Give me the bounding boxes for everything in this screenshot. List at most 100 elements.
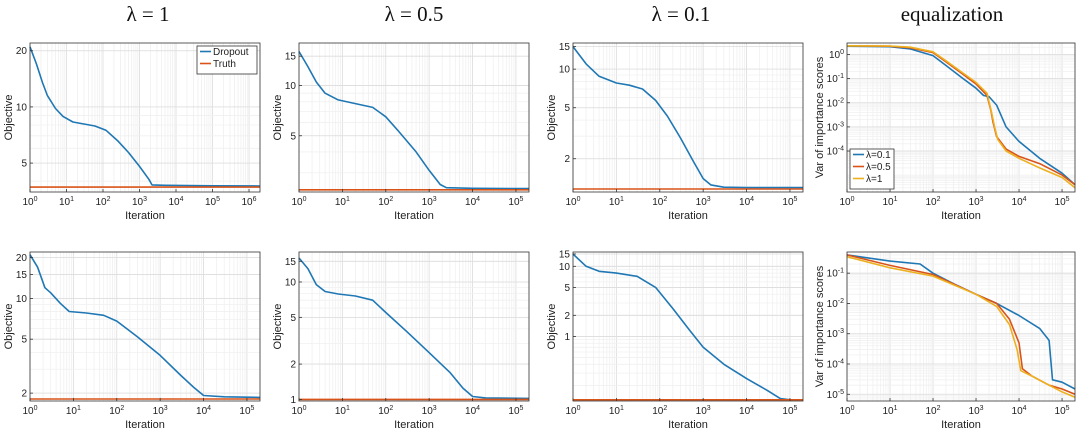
x-tick-label: 101 — [882, 196, 897, 208]
x-tick-label: 105 — [782, 405, 797, 417]
y-tick-label: 5 — [564, 283, 570, 294]
x-tick-label: 103 — [969, 196, 984, 208]
x-tick-label: 105 — [508, 405, 523, 417]
x-tick-label: 103 — [132, 196, 147, 208]
axes-frame — [572, 251, 804, 402]
y-tick-label: 1 — [564, 332, 570, 343]
y-axis-label: Var of importance scores — [814, 265, 826, 387]
y-tick-label: 100 — [829, 49, 844, 61]
y-tick-label: 10-2 — [827, 298, 844, 310]
x-axis-label: Iteration — [125, 210, 165, 222]
chart-6: 100 101 102 103 104 105 1 2 5 10 15 Iteration Object… — [272, 251, 530, 431]
y-tick-label: 2 — [290, 360, 296, 371]
x-tick-label: 102 — [652, 196, 667, 208]
x-tick-label: 101 — [335, 405, 350, 417]
x-axis-label: Iteration — [668, 210, 708, 222]
series-line-Dropout — [29, 254, 261, 399]
y-axis-label: Objective — [272, 304, 284, 350]
chart-1: 100 101 102 103 104 105 106 5 10 20 Iteration Objec… — [3, 42, 261, 222]
y-tick-label: 2 — [564, 154, 570, 165]
axes-frame — [298, 251, 530, 402]
y-tick-label: 5 — [290, 131, 296, 142]
x-tick-label: 105 — [782, 196, 797, 208]
y-tick-label: 1 — [290, 395, 296, 406]
x-tick-label: 100 — [22, 196, 37, 208]
y-tick-label: 10 — [285, 81, 297, 92]
column-title-equalization: equalization — [900, 2, 1004, 26]
y-tick-label: 5 — [564, 103, 570, 114]
x-tick-label: 105 — [205, 196, 220, 208]
x-tick-label: 100 — [565, 405, 580, 417]
x-tick-label: 105 — [508, 196, 523, 208]
y-tick-label: 5 — [21, 159, 27, 170]
x-tick-label: 103 — [969, 405, 984, 417]
column-title-lambda-1: λ = 1 — [126, 2, 170, 26]
x-tick-label: 100 — [565, 196, 580, 208]
y-axis-label: Var of importance scores — [814, 56, 826, 178]
x-tick-label: 105 — [1055, 405, 1070, 417]
series-line-Dropout — [298, 257, 530, 400]
y-tick-label: 10 — [16, 102, 28, 113]
legend-label: λ=0.1 — [866, 150, 891, 161]
x-tick-label: 101 — [335, 196, 350, 208]
x-tick-label: 102 — [926, 405, 941, 417]
x-tick-label: 103 — [422, 196, 437, 208]
plot-area — [573, 43, 803, 192]
legend-box — [196, 45, 258, 75]
x-axis-label: Iteration — [941, 419, 981, 431]
x-tick-label: 105 — [1055, 196, 1070, 208]
y-tick-label: 10 — [559, 65, 571, 76]
y-axis-label: Objective — [546, 304, 558, 350]
chart-3: 100 101 102 103 104 105 2 5 10 15 Iteration Objecti… — [546, 42, 804, 222]
x-axis-label: Iteration — [394, 419, 434, 431]
y-tick-label: 10 — [285, 277, 297, 288]
x-tick-label: 101 — [609, 405, 624, 417]
column-title-lambda-0-5: λ = 0.5 — [384, 2, 444, 26]
x-tick-label: 104 — [739, 196, 754, 208]
x-tick-label: 104 — [739, 405, 754, 417]
y-tick-label: 15 — [559, 42, 571, 53]
x-tick-label: 104 — [1012, 196, 1027, 208]
x-tick-label: 101 — [609, 196, 624, 208]
y-tick-label: 5 — [21, 335, 27, 346]
axes-frame — [29, 251, 261, 402]
y-axis-label: Objective — [272, 95, 284, 141]
x-axis-label: Iteration — [941, 210, 981, 222]
x-tick-label: 105 — [239, 405, 254, 417]
x-tick-label: 102 — [652, 405, 667, 417]
y-axis-label: Objective — [546, 95, 558, 141]
y-tick-label: 10-2 — [827, 97, 844, 109]
x-axis-label: Iteration — [394, 210, 434, 222]
y-tick-label: 10-1 — [827, 268, 844, 280]
x-tick-label: 102 — [378, 405, 393, 417]
axes-frame — [846, 251, 1076, 402]
series-line-λ=1 — [846, 45, 1076, 189]
y-tick-label: 15 — [285, 257, 297, 268]
x-tick-label: 102 — [378, 196, 393, 208]
x-tick-label: 100 — [291, 405, 306, 417]
column-title-lambda-0-1: λ = 0.1 — [651, 2, 711, 26]
x-tick-label: 102 — [926, 196, 941, 208]
x-tick-label: 100 — [22, 405, 37, 417]
plot-area — [299, 43, 529, 192]
x-tick-label: 101 — [66, 405, 81, 417]
y-tick-label: 5 — [290, 313, 296, 324]
plot-area — [573, 252, 803, 401]
y-tick-label: 10-4 — [827, 146, 844, 158]
x-tick-label: 101 — [59, 196, 74, 208]
y-tick-label: 10-3 — [827, 328, 844, 340]
x-tick-label: 104 — [196, 405, 211, 417]
y-tick-label: 20 — [16, 46, 28, 57]
plot-area — [299, 252, 529, 401]
x-tick-label: 106 — [241, 196, 256, 208]
x-tick-label: 103 — [422, 405, 437, 417]
y-axis-label: Objective — [3, 95, 15, 141]
x-tick-label: 100 — [839, 196, 854, 208]
series-line-λ=0.1 — [846, 45, 1076, 186]
chart-4: 100 101 102 103 104 105 10-4 10-3 10-2 10-1 100 Ite… — [814, 42, 1076, 222]
y-tick-label: 2 — [564, 311, 570, 322]
y-tick-label: 10-1 — [827, 73, 844, 85]
legend: λ=0.1λ=0.5λ=1 — [849, 148, 895, 190]
